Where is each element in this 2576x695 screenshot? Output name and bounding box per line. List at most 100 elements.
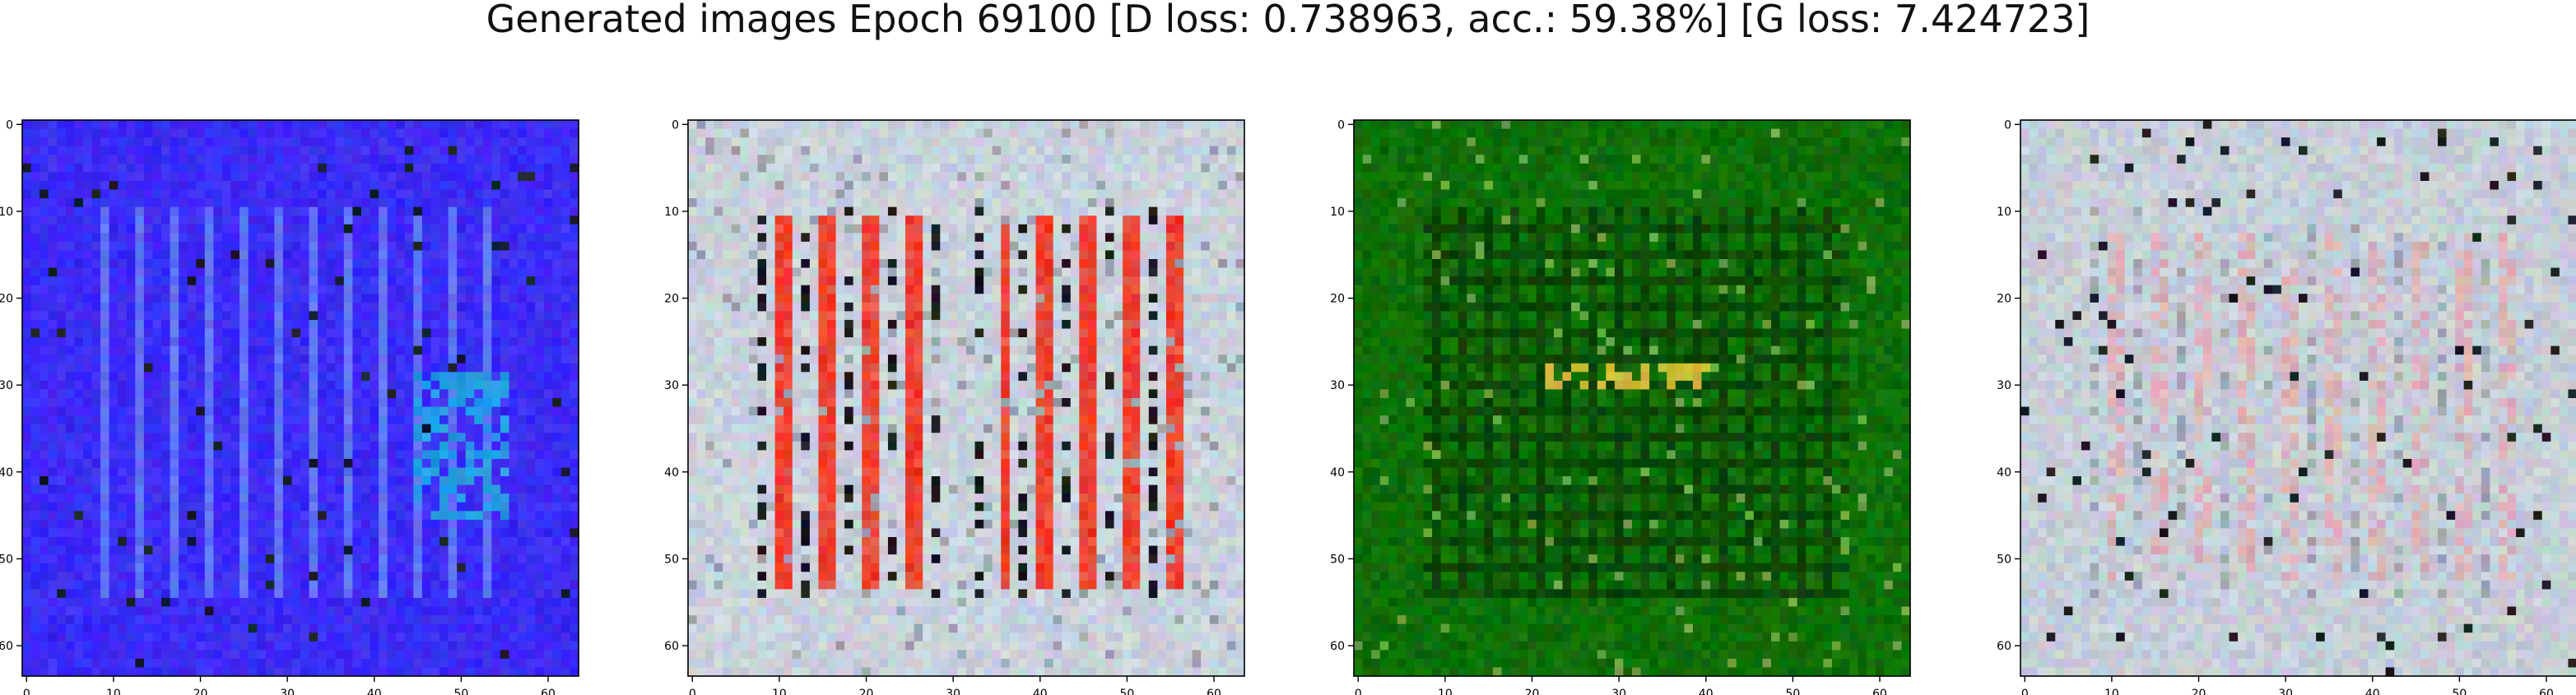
pixel <box>552 155 562 164</box>
pixel <box>560 372 571 382</box>
pixel <box>457 319 467 330</box>
pixel <box>570 658 579 669</box>
pixel <box>543 189 553 199</box>
pixel <box>1087 198 1098 208</box>
pixel <box>335 519 345 530</box>
pixel <box>161 537 171 547</box>
pixel <box>170 406 179 416</box>
pixel <box>318 233 328 243</box>
pixel <box>248 545 258 555</box>
pixel <box>396 589 406 599</box>
pixel <box>309 241 319 252</box>
pixel <box>766 146 776 155</box>
pixel <box>204 589 214 599</box>
pixel <box>265 328 275 338</box>
pixel <box>248 267 258 277</box>
pixel <box>196 380 206 391</box>
pixel <box>57 467 67 477</box>
pixel <box>774 198 784 208</box>
pixel <box>179 294 188 303</box>
pixel <box>887 215 898 225</box>
pixel <box>421 398 432 408</box>
pixel <box>509 372 518 382</box>
pixel <box>204 276 214 286</box>
pixel <box>896 163 906 173</box>
pixel <box>109 537 119 547</box>
pixel <box>421 615 432 625</box>
pixel <box>196 267 206 277</box>
pixel <box>265 658 275 669</box>
pixel <box>792 224 802 234</box>
pixel <box>152 606 162 616</box>
pixel <box>91 589 101 599</box>
pixel <box>396 172 406 182</box>
pixel <box>57 259 67 269</box>
pixel <box>439 519 449 530</box>
pixel <box>1201 146 1211 155</box>
pixel <box>1053 215 1062 225</box>
pixel <box>22 337 32 347</box>
pixel <box>318 337 328 347</box>
pixel <box>560 276 571 286</box>
pixel <box>118 519 128 530</box>
pixel <box>387 537 397 547</box>
pixel <box>170 198 179 208</box>
pixel <box>309 406 319 416</box>
pixel <box>248 563 258 572</box>
pixel <box>91 493 101 503</box>
pixel <box>387 580 397 590</box>
pixel <box>570 294 579 303</box>
pixel <box>518 337 528 347</box>
pixel <box>48 632 58 642</box>
pixel <box>465 189 475 199</box>
pixel <box>914 163 923 173</box>
pixel <box>482 180 492 191</box>
pixel <box>161 163 171 173</box>
pixel <box>282 372 293 382</box>
pixel <box>309 206 319 216</box>
pixel <box>248 163 258 173</box>
pixel <box>230 285 240 294</box>
pixel <box>526 250 536 260</box>
pixel <box>801 120 811 130</box>
pixel <box>1105 137 1115 147</box>
pixel <box>230 545 240 555</box>
pixel <box>387 493 397 503</box>
pixel <box>1062 155 1072 164</box>
pixel <box>282 250 293 260</box>
pixel <box>370 623 379 633</box>
pixel <box>196 528 206 538</box>
pixel <box>274 267 284 277</box>
pixel <box>343 224 353 234</box>
pixel <box>230 658 240 669</box>
pixel <box>100 650 110 660</box>
pixel <box>457 215 467 225</box>
pixel <box>1201 155 1211 164</box>
pixel <box>818 172 828 182</box>
pixel <box>65 294 75 303</box>
pixel <box>1018 180 1028 191</box>
pixel <box>723 146 732 155</box>
pixel <box>143 589 154 599</box>
pixel <box>118 189 128 199</box>
pixel <box>230 311 240 321</box>
pixel <box>40 667 49 677</box>
pixel <box>379 137 388 147</box>
pixel <box>196 484 206 494</box>
pixel <box>230 250 240 260</box>
pixel <box>413 502 423 512</box>
pixel <box>40 641 49 651</box>
pixel <box>335 398 345 408</box>
pixel <box>526 484 536 494</box>
pixel <box>896 198 906 208</box>
pixel <box>265 163 275 173</box>
pixel <box>774 137 784 147</box>
pixel <box>282 667 293 677</box>
pixel <box>1018 137 1028 147</box>
pixel <box>57 623 67 633</box>
pixel <box>500 163 510 173</box>
pixel <box>187 120 197 130</box>
pixel <box>923 189 932 199</box>
pixel <box>135 398 145 408</box>
pixel <box>387 528 397 538</box>
